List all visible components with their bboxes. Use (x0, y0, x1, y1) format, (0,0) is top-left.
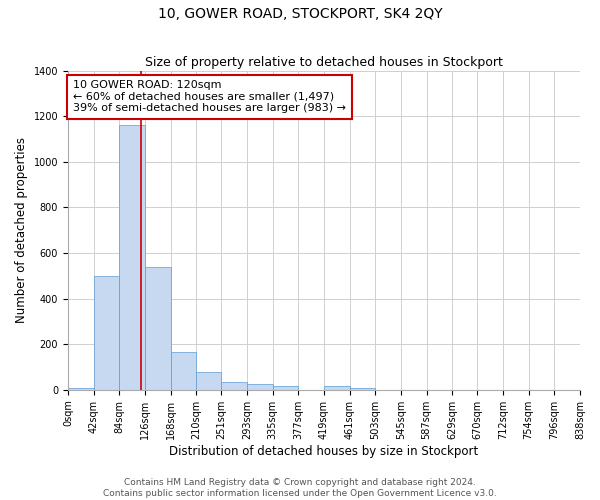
Y-axis label: Number of detached properties: Number of detached properties (15, 138, 28, 324)
Bar (145, 266, 170, 390)
Bar (324, 386, 350, 390)
Bar (119, 126, 145, 390)
Bar (94, 276, 119, 390)
Bar (221, 382, 247, 390)
Bar (196, 372, 221, 390)
X-axis label: Distribution of detached houses by size in Stockport: Distribution of detached houses by size … (169, 444, 479, 458)
Text: 10, GOWER ROAD, STOCKPORT, SK4 2QY: 10, GOWER ROAD, STOCKPORT, SK4 2QY (158, 8, 442, 22)
Bar (170, 352, 196, 390)
Bar (272, 386, 298, 390)
Text: 10 GOWER ROAD: 120sqm
← 60% of detached houses are smaller (1,497)
39% of semi-d: 10 GOWER ROAD: 120sqm ← 60% of detached … (73, 80, 346, 114)
Bar (68, 388, 94, 390)
Title: Size of property relative to detached houses in Stockport: Size of property relative to detached ho… (145, 56, 503, 70)
Text: Contains HM Land Registry data © Crown copyright and database right 2024.
Contai: Contains HM Land Registry data © Crown c… (103, 478, 497, 498)
Bar (350, 388, 375, 390)
Bar (247, 384, 272, 390)
